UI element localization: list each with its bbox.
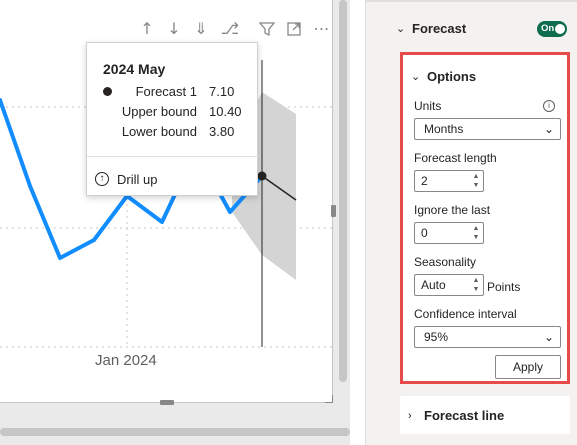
series-line-forecast xyxy=(261,175,297,201)
confidence-interval-value: 95% xyxy=(424,330,449,344)
forecast-line-section-header[interactable]: › Forecast line xyxy=(408,408,504,423)
stepper-arrows-icon[interactable]: ▲ ▼ xyxy=(472,173,480,189)
arrow-up-icon[interactable]: ↑ xyxy=(140,19,154,38)
tooltip-row-label: Lower bound xyxy=(121,124,197,139)
confidence-interval-label: Confidence interval xyxy=(414,307,517,321)
ignore-last-label: Ignore the last xyxy=(414,203,491,217)
drill-up-label: Drill up xyxy=(117,171,158,187)
pane-top-border xyxy=(366,0,577,2)
tooltip-row: Upper bound 10.40 xyxy=(87,104,259,122)
forecast-section-header[interactable]: ⌄ Forecast xyxy=(396,18,566,38)
tooltip-row: Lower bound 3.80 xyxy=(87,124,259,142)
chart-tooltip: 2024 May Forecast 1 7.10 Upper bound 10.… xyxy=(86,42,259,196)
units-label: Units xyxy=(414,99,442,113)
hover-point xyxy=(257,171,267,181)
line-chart-visual[interactable]: Jan 2024 ↑ ↓ ⇓ ⎇ ⋯ 2024 May Forecast 1 7… xyxy=(0,0,336,405)
tooltip-row-value: 3.80 xyxy=(209,124,235,139)
format-pane: ⌄ Forecast On ⌄ Options Units i Months ⌄… xyxy=(365,0,577,445)
forecast-toggle[interactable]: On xyxy=(537,21,567,37)
options-card: ⌄ Options Units i Months ⌄ Forecast leng… xyxy=(400,52,570,384)
tooltip-divider xyxy=(87,156,259,157)
canvas-horizontal-scrollbar[interactable] xyxy=(0,428,350,436)
resize-corner[interactable] xyxy=(325,395,333,403)
units-dropdown-value: Months xyxy=(424,122,464,136)
ignore-last-value: 0 xyxy=(421,226,428,240)
chevron-down-icon: ⌄ xyxy=(543,122,554,136)
tooltip-row-label: Forecast 1 xyxy=(135,84,197,99)
more-options-icon[interactable]: ⋯ xyxy=(313,19,331,38)
drill-up-icon: ↑ xyxy=(95,172,109,186)
forecast-section-title: Forecast xyxy=(412,20,467,36)
seasonality-value: Auto xyxy=(421,278,446,292)
confidence-interval-dropdown[interactable]: 95% ⌄ xyxy=(414,326,561,348)
arrow-down-icon[interactable]: ↓ xyxy=(167,19,181,38)
options-section-title: Options xyxy=(427,69,477,84)
chevron-down-icon: ⌄ xyxy=(543,330,554,344)
double-arrow-down-icon[interactable]: ⇓ xyxy=(194,19,208,38)
seasonality-unit-label: Points xyxy=(487,280,521,294)
chevron-right-icon: › xyxy=(408,409,412,422)
tooltip-row-value: 10.40 xyxy=(209,104,242,119)
forecast-length-label: Forecast length xyxy=(414,151,497,165)
tooltip-row: Forecast 1 7.10 xyxy=(87,84,259,102)
forecast-length-value: 2 xyxy=(421,174,428,188)
focus-mode-icon[interactable] xyxy=(284,18,304,40)
ignore-last-stepper[interactable]: 0 ▲ ▼ xyxy=(414,222,484,244)
forecast-line-section-title: Forecast line xyxy=(424,408,505,423)
resize-handle-bottom[interactable] xyxy=(160,400,174,405)
x-axis-tick-label: Jan 2024 xyxy=(95,352,157,369)
forecast-line-card[interactable]: › Forecast line xyxy=(400,396,570,434)
toggle-knob xyxy=(555,24,565,34)
canvas-vertical-scrollbar[interactable] xyxy=(339,0,347,382)
stepper-arrows-icon[interactable]: ▲ ▼ xyxy=(472,225,480,241)
resize-handle-right[interactable] xyxy=(331,205,336,217)
tooltip-title: 2024 May xyxy=(103,61,166,77)
info-icon[interactable]: i xyxy=(543,100,555,112)
filter-icon[interactable] xyxy=(257,18,277,40)
chevron-down-icon: ⌄ xyxy=(411,71,421,83)
series-bullet-icon xyxy=(103,87,112,96)
stepper-arrows-icon[interactable]: ▲ ▼ xyxy=(472,277,480,293)
seasonality-label: Seasonality xyxy=(414,255,477,269)
toggle-label: On xyxy=(541,23,555,34)
options-section-header[interactable]: ⌄ Options xyxy=(411,69,476,84)
apply-button[interactable]: Apply xyxy=(495,355,561,379)
drill-up-button[interactable]: ↑ Drill up xyxy=(95,169,157,189)
expand-hierarchy-icon[interactable]: ⎇ xyxy=(220,19,240,38)
seasonality-stepper[interactable]: Auto ▲ ▼ xyxy=(414,274,484,296)
forecast-length-stepper[interactable]: 2 ▲ ▼ xyxy=(414,170,484,192)
chevron-down-icon: ⌄ xyxy=(396,22,406,35)
report-canvas: Jan 2024 ↑ ↓ ⇓ ⎇ ⋯ 2024 May Forecast 1 7… xyxy=(0,0,350,445)
units-dropdown[interactable]: Months ⌄ xyxy=(414,118,561,140)
tooltip-row-label: Upper bound xyxy=(121,104,197,119)
tooltip-row-value: 7.10 xyxy=(209,84,235,99)
